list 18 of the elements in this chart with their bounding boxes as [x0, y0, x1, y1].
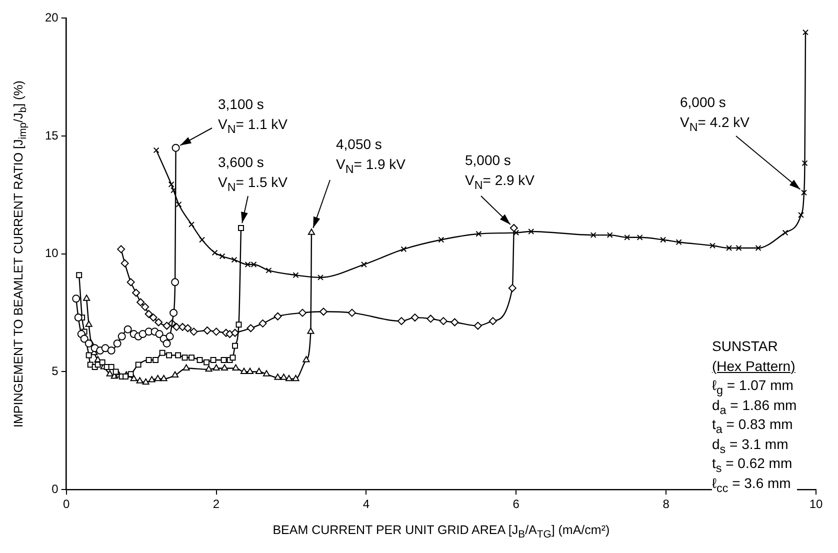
x-tick-label: 2	[212, 497, 220, 512]
y-tick-label: 5	[52, 364, 59, 378]
annotation: 5,000 s V$_{N}$= 2.9 kV	[465, 150, 535, 192]
annotation: 3,100 s V$_{N}$= 1.1 kV	[218, 94, 288, 136]
x-tick-label: 8	[662, 497, 670, 512]
y-tick-label: 0	[52, 482, 59, 496]
x-tick-label: 0	[63, 497, 70, 512]
y-tick-label: 10	[44, 246, 59, 260]
annotation: 3,600 s V$_{N}$= 1.5 kV	[218, 152, 288, 194]
x-tick-label: 4	[362, 497, 370, 512]
x-tick-label: 6	[512, 497, 520, 512]
y-tick-label: 20	[44, 10, 59, 25]
x-tick-label: 10	[809, 497, 823, 512]
text: SUNSTAR (Hex Pattern) ℓ$_{g}$ = 1.07 mm d$_{a}$ = 1.86 mm t$_{a}$ = 0.83 mm d$_{s}$ = 3.1 mm t$_{s}$ = 0.62 mm ℓ$_{cc}$ = 3.6 mm	[712, 338, 797, 494]
annotation: 6,000 s V$_{N}$= 4.2 kV	[680, 92, 750, 134]
annotation: 4,050 s V$_{N}$= 1.9 kV	[336, 134, 406, 176]
y-tick-label: 15	[44, 128, 59, 142]
x-axis-title: BEAM CURRENT PER UNIT GRID AREA [J$_{B}$/A$_{TG}$] (mA/cm²)	[272, 523, 610, 540]
